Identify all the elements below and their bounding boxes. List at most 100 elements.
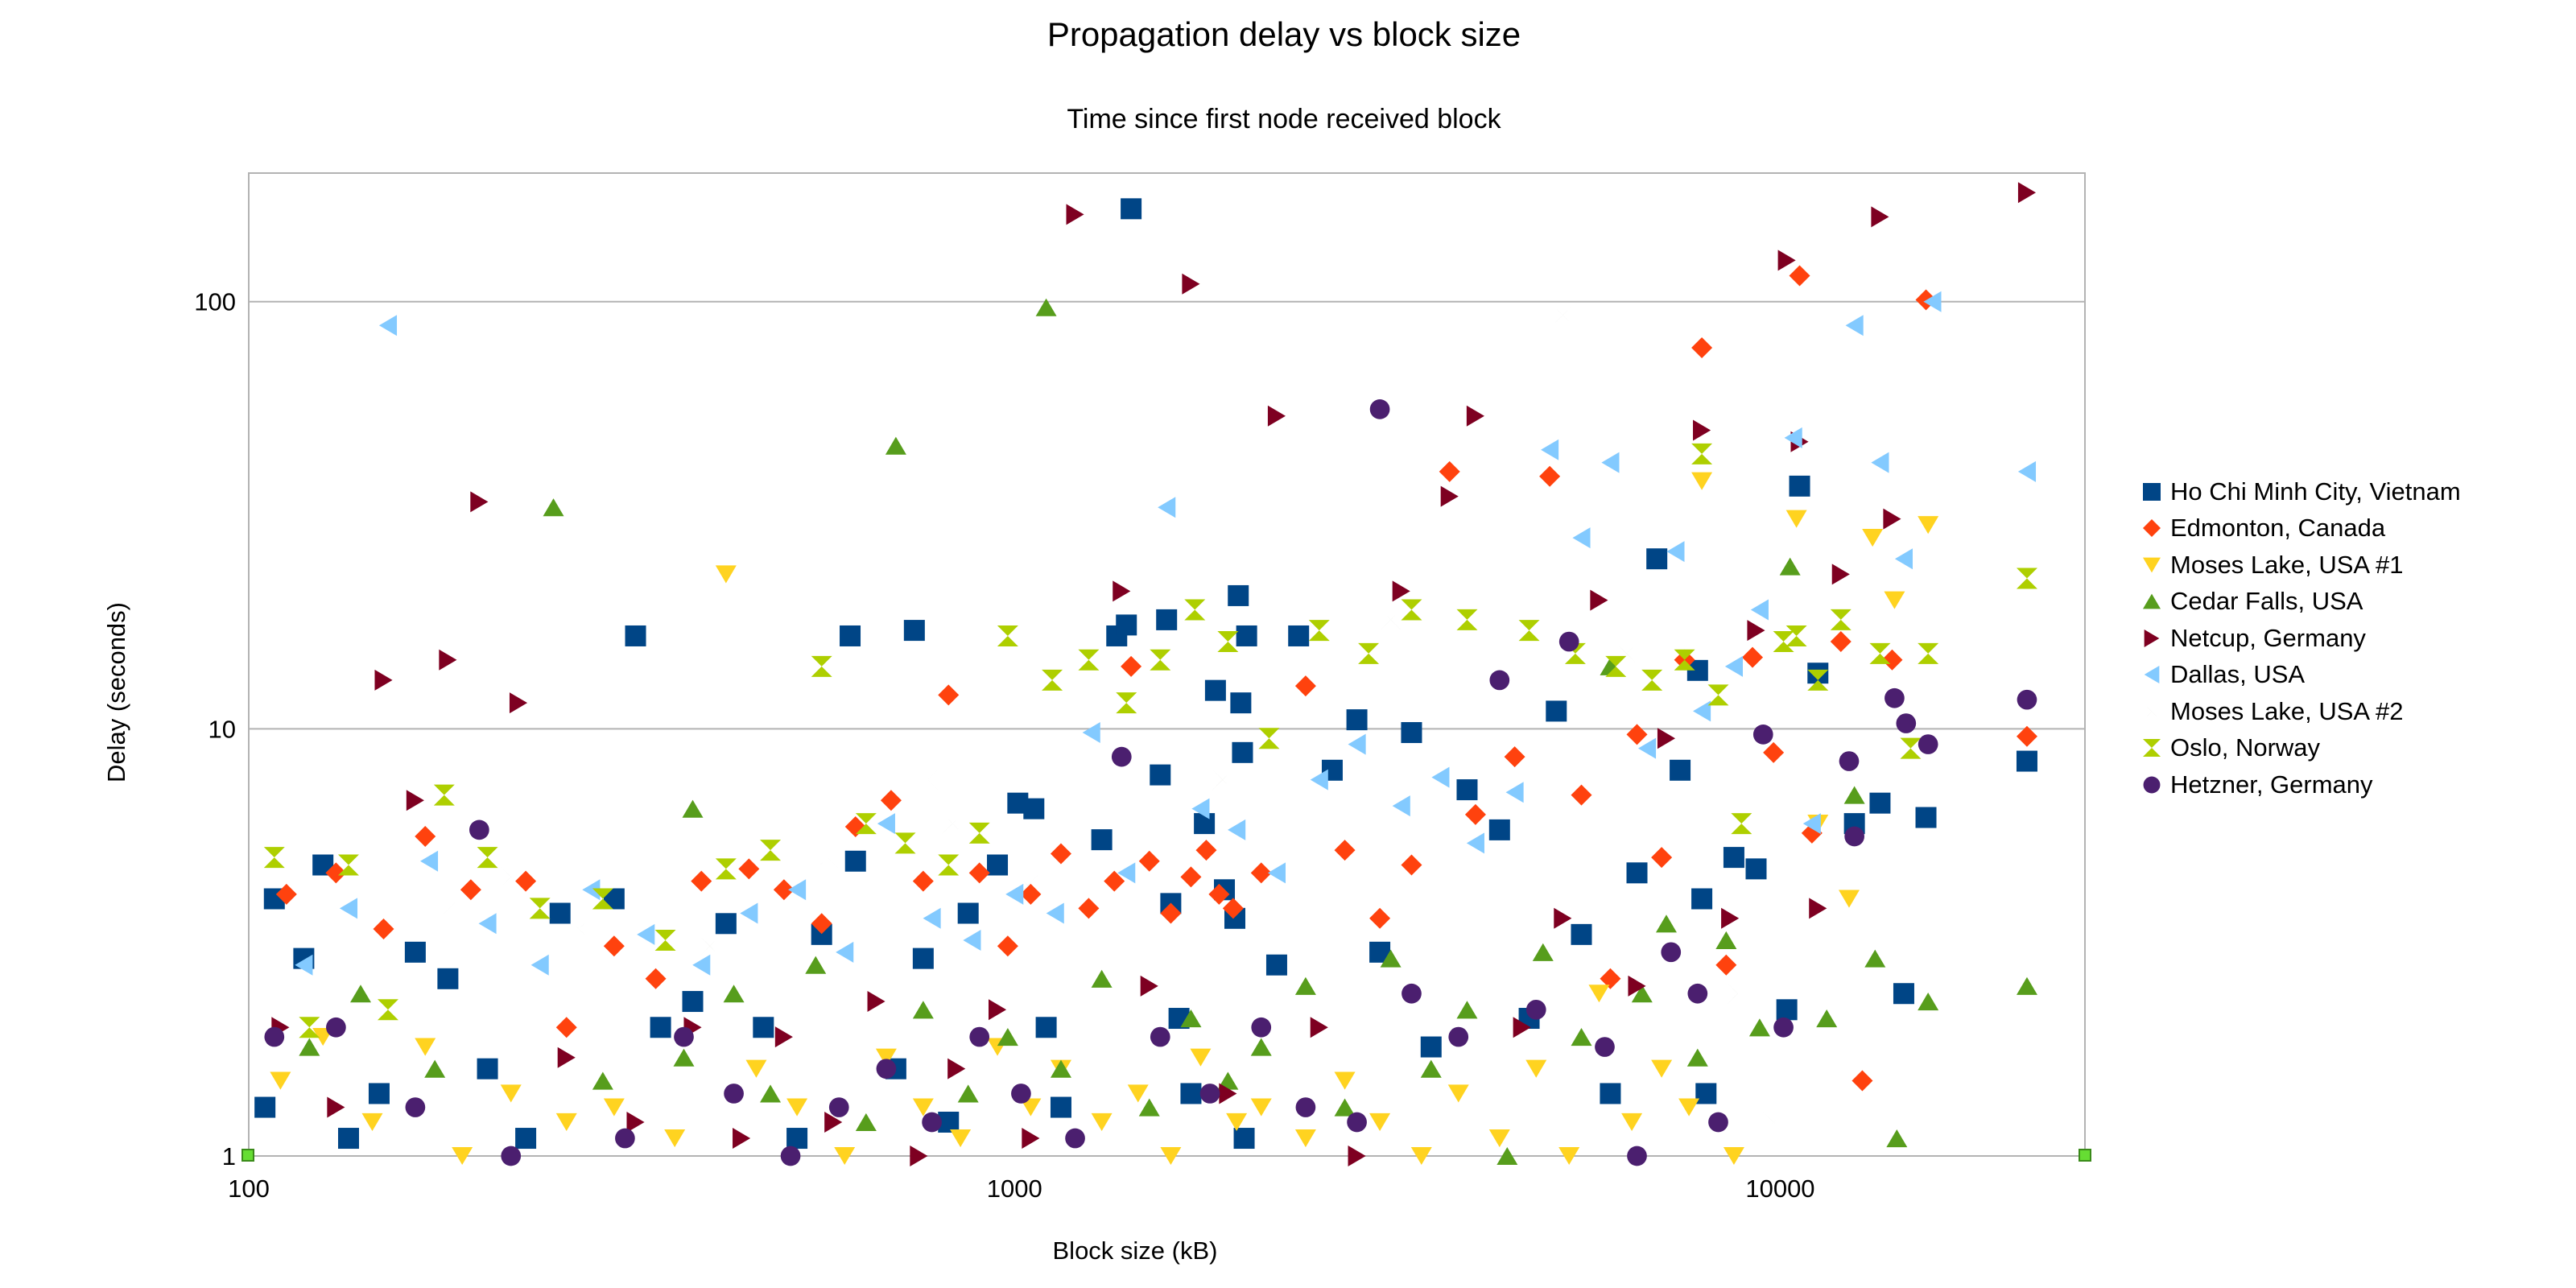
data-point: [1392, 580, 1410, 602]
data-point: [470, 491, 489, 513]
data-point: [2016, 750, 2037, 772]
data-point: [555, 1017, 577, 1038]
data-point: [1600, 968, 1621, 989]
data-point: [1918, 993, 1939, 1011]
data-point: [1347, 1112, 1367, 1133]
legend-label: Netcup, Germany: [2170, 623, 2366, 652]
plot-handle-left[interactable]: [242, 1149, 254, 1162]
data-point: [1005, 883, 1024, 905]
data-point: [894, 832, 916, 854]
data-point: [1050, 1096, 1071, 1118]
y-tick-label: 1: [222, 1142, 236, 1170]
data-point: [626, 1111, 645, 1133]
data-point: [691, 870, 712, 892]
data-point: [1571, 784, 1592, 806]
data-point: [674, 1026, 694, 1047]
data-point: [1773, 1017, 1794, 1038]
data-point: [1572, 527, 1591, 549]
series-6: [295, 291, 2037, 976]
data-point: [1035, 1017, 1057, 1038]
data-point: [976, 819, 997, 840]
data-point: [368, 819, 390, 840]
hourglass-icon: [2143, 739, 2161, 758]
legend-label: Dallas, USA: [2170, 660, 2306, 689]
data-point: [1651, 847, 1673, 869]
data-point: [1923, 291, 1942, 312]
data-point: [1431, 766, 1450, 788]
triangle-left-icon: [2144, 666, 2160, 684]
data-point: [1628, 975, 1646, 997]
data-point: [2017, 182, 2037, 204]
data-point: [1518, 620, 1540, 642]
data-point: [377, 999, 398, 1021]
data-point: [1763, 1111, 1785, 1133]
data-point: [625, 625, 646, 646]
legend-item: Dallas, USA: [2141, 657, 2461, 694]
data-point: [1233, 1128, 1255, 1150]
data-point: [715, 565, 737, 584]
data-point: [988, 999, 1007, 1021]
data-point: [515, 1128, 537, 1150]
legend-item: Edmonton, Canada: [2141, 510, 2461, 547]
data-point: [1302, 737, 1323, 759]
data-point: [1091, 1113, 1113, 1132]
data-point: [1845, 315, 1864, 336]
data-point: [1789, 475, 1810, 497]
plot-handle-right[interactable]: [2079, 1149, 2091, 1162]
data-point: [1918, 516, 1939, 535]
legend-item: Cedar Falls, USA: [2141, 584, 2461, 621]
data-point: [1731, 813, 1752, 835]
data-point: [405, 1097, 426, 1117]
data-point: [1884, 591, 1905, 609]
data-point: [1600, 1083, 1621, 1104]
data-point: [1191, 798, 1210, 819]
data-point: [1881, 649, 1903, 671]
data-point: [1380, 609, 1402, 630]
data-point: [1022, 1128, 1040, 1150]
data-point: [1807, 746, 1829, 768]
data-point: [997, 935, 1018, 957]
data-point: [1091, 829, 1113, 851]
data-point: [877, 813, 895, 835]
data-point: [1488, 1129, 1510, 1148]
data-point: [373, 918, 394, 939]
data-point: [753, 1017, 774, 1038]
data-point: [1180, 1083, 1202, 1104]
data-point: [1844, 826, 1865, 847]
data-point: [715, 858, 737, 880]
data-point: [415, 825, 436, 847]
data-point: [1448, 1026, 1469, 1047]
data-point: [1641, 669, 1663, 691]
data-point: [1065, 1128, 1085, 1149]
data-point: [1466, 832, 1484, 854]
data-point: [1334, 1071, 1356, 1090]
data-point: [1219, 1083, 1237, 1104]
data-point: [1785, 625, 1807, 646]
data-point: [1807, 669, 1829, 691]
data-point: [424, 1059, 446, 1078]
data-point: [1626, 862, 1648, 884]
data-point: [1401, 599, 1422, 621]
data-point: [1918, 734, 1938, 754]
data-point: [1150, 764, 1171, 786]
legend-marker: [2144, 666, 2160, 684]
data-point: [1150, 649, 1171, 671]
data-point: [1693, 700, 1711, 722]
legend-marker: [2143, 482, 2161, 501]
data-point: [326, 1017, 346, 1038]
data-point: [1779, 557, 1801, 576]
data-point: [1763, 741, 1785, 763]
legend-item: Netcup, Germany: [2141, 620, 2461, 657]
data-point: [582, 879, 601, 901]
data-point: [406, 790, 424, 811]
data-point: [692, 954, 711, 976]
data-point: [1310, 769, 1328, 791]
data-point: [1802, 813, 1821, 835]
data-point: [1228, 819, 1246, 840]
data-point: [1182, 273, 1200, 295]
data-point: [557, 1046, 576, 1068]
data-point: [910, 1146, 928, 1166]
data-point: [1747, 620, 1765, 642]
data-point: [1525, 1059, 1547, 1078]
data-point: [1745, 858, 1767, 880]
